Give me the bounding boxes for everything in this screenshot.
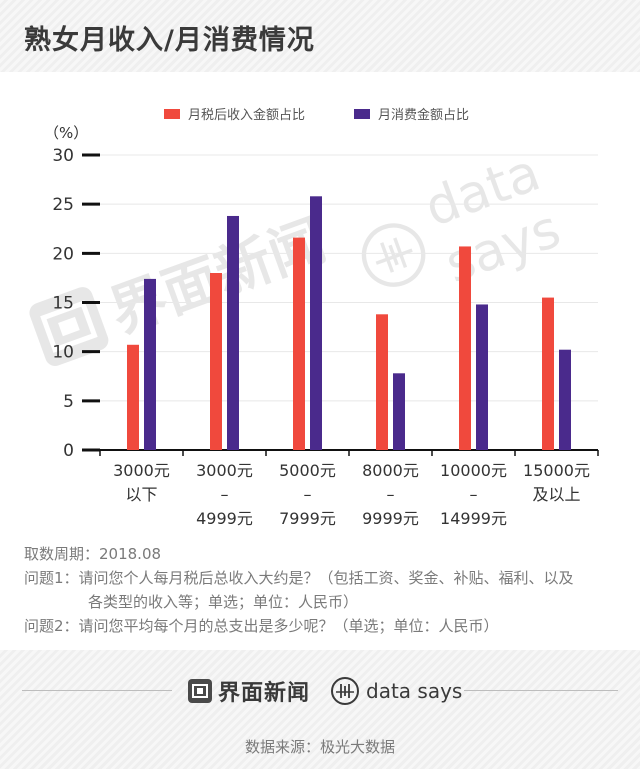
x-tick-label: 9999元 [362, 509, 419, 528]
note-question-1: 问题1：请问您个人每月税后总收入大约是？（包括工资、奖金、补贴、福利、以及 [24, 569, 574, 587]
jiemian-logo-text: 界面新闻 [218, 681, 311, 706]
x-tick-label: 3000元 [196, 461, 253, 480]
x-tick-label: 15000元 [523, 461, 590, 480]
bar-income [542, 297, 554, 450]
x-tick-label: 4999元 [196, 509, 253, 528]
legend-swatch-spend [354, 108, 370, 119]
bar-spend [310, 196, 322, 450]
x-tick-label: 14999元 [440, 509, 507, 528]
x-tick-label: – [470, 485, 478, 504]
x-tick-label: – [387, 485, 395, 504]
x-tick-label: – [221, 485, 229, 504]
x-tick-label: 10000元 [440, 461, 507, 480]
bar-spend [393, 373, 405, 450]
datasays-logo-text: data says [366, 679, 463, 703]
y-tick-label: 25 [52, 195, 74, 215]
jiemian-logo-icon [188, 679, 212, 703]
bar-income [376, 314, 388, 450]
y-tick-label: 20 [52, 244, 74, 264]
bar-income [459, 246, 471, 450]
bar-income [210, 273, 222, 450]
y-tick-label: 5 [63, 392, 74, 412]
legend-item-income: 月税后收入金额占比 [164, 104, 305, 123]
footer-logo-jiemian: 界面新闻 [188, 677, 311, 706]
bar-income [127, 344, 139, 450]
legend-label-spend: 月消费金额占比 [378, 108, 470, 123]
y-tick-label: 10 [52, 343, 74, 363]
footer-band [0, 650, 640, 769]
bar-spend [559, 349, 571, 450]
bar-spend [144, 278, 156, 450]
x-tick-label: 5000元 [279, 461, 336, 480]
x-tick-label: 3000元 [113, 461, 170, 480]
bar-spend [476, 304, 488, 450]
footer-divider-right [464, 690, 618, 691]
y-tick-label: 15 [52, 294, 74, 314]
bar-income [293, 237, 305, 450]
note-question-2: 问题2：请问您平均每个月的总支出是多少呢？（单选；单位：人民币） [24, 617, 499, 635]
y-unit-label: （%） [44, 124, 89, 142]
footer-divider-left [22, 690, 172, 691]
note-period: 取数周期：2018.08 [24, 545, 162, 563]
note-question-1-cont: 各类型的收入等；单选；单位：人民币） [88, 593, 359, 611]
datasays-logo-icon [331, 677, 359, 705]
x-tick-label: 以下 [125, 485, 157, 504]
legend-item-spend: 月消费金额占比 [354, 104, 469, 123]
x-tick-label: 8000元 [362, 461, 419, 480]
y-tick-label: 30 [52, 146, 74, 166]
legend-label-income: 月税后收入金额占比 [188, 108, 306, 123]
legend-swatch-income [164, 108, 180, 119]
x-tick-label: 及以上 [532, 485, 580, 504]
header-band [0, 0, 640, 72]
y-tick-label: 0 [63, 441, 74, 461]
x-tick-label: – [304, 485, 312, 504]
x-tick-label: 7999元 [279, 509, 336, 528]
data-source: 数据来源：极光大数据 [244, 738, 395, 756]
page-title: 熟女月收入/月消费情况 [24, 25, 315, 56]
footer-logo-datasays: data says [330, 676, 462, 706]
bar-spend [227, 215, 239, 450]
